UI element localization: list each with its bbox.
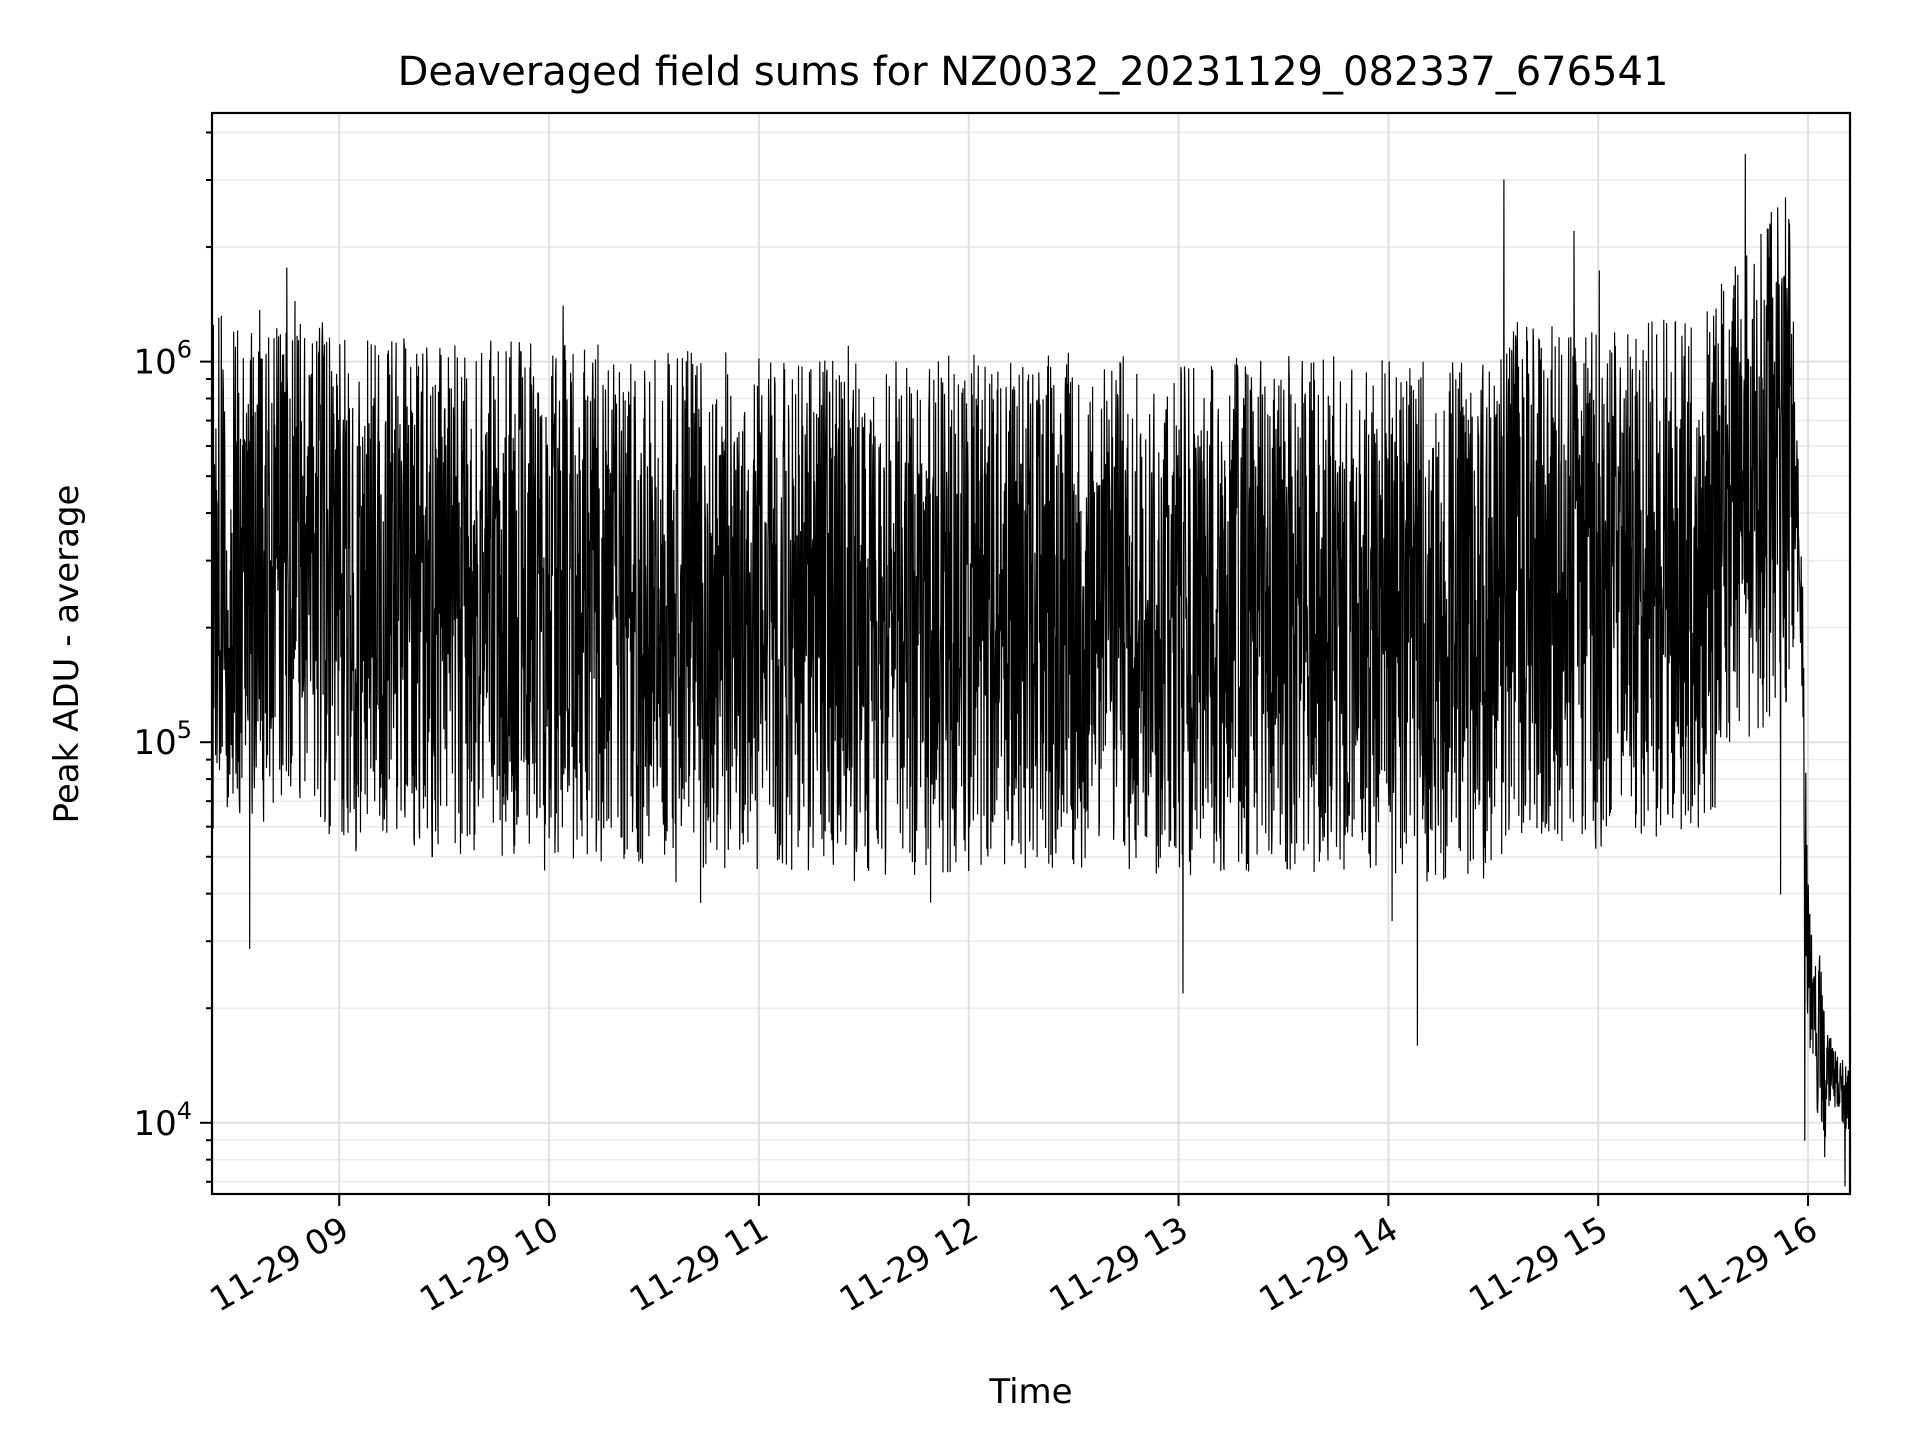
x-tick-label: 11-29 16 xyxy=(1672,1209,1824,1320)
x-tick-label: 11-29 11 xyxy=(623,1209,775,1320)
x-tick-label: 11-29 09 xyxy=(203,1209,355,1320)
x-tick-label: 11-29 12 xyxy=(833,1209,985,1320)
y-tick-label: 104 xyxy=(133,1097,192,1144)
y-tick-label: 106 xyxy=(133,336,192,383)
x-axis-label: Time xyxy=(988,1372,1072,1412)
x-tick-label: 11-29 13 xyxy=(1043,1209,1195,1320)
y-axis-label: Peak ADU - average xyxy=(47,485,87,824)
x-tick-label: 11-29 10 xyxy=(413,1209,565,1320)
y-tick-label: 105 xyxy=(133,716,192,763)
plot-frame xyxy=(210,111,1852,1196)
series-line xyxy=(211,153,1851,1187)
x-axis: 11-29 09 11-29 10 11-29 11 11-29 12 11-29 13… xyxy=(203,1194,1825,1320)
data-series xyxy=(211,153,1851,1187)
chart-title: Deaveraged field sums for NZ0032_2023112… xyxy=(398,49,1669,95)
x-tick-label: 11-29 15 xyxy=(1462,1209,1614,1320)
y-axis: 104 105 106 xyxy=(133,131,212,1183)
x-tick-label: 11-29 14 xyxy=(1252,1209,1404,1320)
